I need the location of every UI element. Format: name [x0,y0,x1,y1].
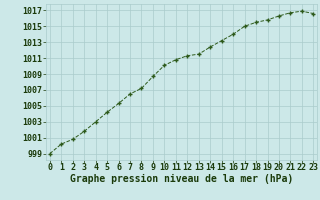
X-axis label: Graphe pression niveau de la mer (hPa): Graphe pression niveau de la mer (hPa) [70,174,293,184]
